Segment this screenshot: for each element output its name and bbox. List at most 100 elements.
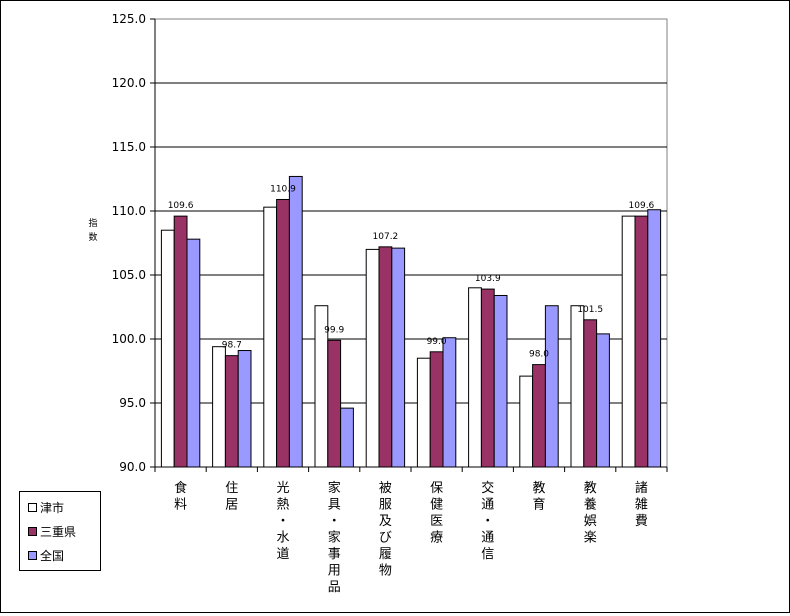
category-label: 具	[328, 498, 341, 513]
bar	[647, 209, 662, 468]
y-axis-label: 指数	[88, 217, 97, 243]
category-label: 通	[481, 498, 494, 513]
category-label: 道	[276, 547, 289, 562]
bar-series	[160, 175, 662, 468]
legend-item-tsu: 津市	[28, 499, 64, 515]
bar	[276, 198, 290, 468]
bar	[596, 333, 610, 468]
bar	[340, 407, 354, 468]
category-label: 教	[532, 480, 545, 496]
bar	[519, 375, 534, 468]
data-label: 101.5	[577, 305, 603, 315]
bar	[224, 355, 239, 468]
data-label: 98.0	[529, 350, 549, 360]
y-tick-label: 95.0	[119, 396, 146, 410]
bar	[493, 294, 508, 468]
bar	[186, 238, 201, 468]
bar	[212, 346, 226, 468]
y-tick-label: 105.0	[112, 268, 146, 282]
category-label: 療	[430, 531, 443, 546]
data-label: 99.9	[324, 325, 344, 335]
data-label: 107.2	[373, 232, 399, 242]
legend-swatch-tsu	[28, 502, 37, 512]
bar	[416, 357, 431, 468]
y-tick-label: 120.0	[112, 76, 146, 90]
y-axis-label-char: 数	[88, 231, 97, 243]
legend-label-national: 全国	[40, 548, 65, 563]
category-label: び	[379, 531, 392, 546]
category-label: 娯	[584, 514, 597, 529]
category-label: 事	[328, 547, 341, 562]
category-label: 住	[225, 481, 238, 496]
data-label: 109.6	[629, 201, 655, 211]
bar	[237, 350, 252, 468]
category-label: 物	[379, 564, 392, 579]
category-label: 健	[430, 498, 443, 513]
y-axis-ticks: 90.0 95.0 100.0 105.0 110.0 115.0 120.0 125.0	[112, 12, 155, 474]
category-label: 居	[225, 498, 238, 513]
category-label: 費	[635, 514, 648, 529]
category-label: 水	[276, 531, 289, 546]
y-tick-label: 115.0	[112, 140, 146, 154]
bar	[583, 319, 598, 468]
data-label: 103.9	[475, 274, 501, 284]
legend-label-tsu: 津市	[40, 500, 65, 515]
category-label: 育	[532, 497, 545, 513]
category-label: 楽	[584, 530, 597, 546]
data-label: 99.0	[427, 337, 447, 347]
y-tick-label: 125.0	[112, 12, 146, 26]
y-tick-label: 90.0	[119, 460, 146, 474]
category-label: 品	[328, 580, 341, 595]
category-label: 熱	[276, 498, 289, 513]
category-label: 履	[379, 547, 392, 562]
bar	[570, 305, 585, 468]
legend: 津市 三重県 全国	[19, 491, 101, 571]
y-tick-label: 110.0	[112, 204, 146, 218]
bar	[288, 175, 303, 468]
category-label: 諸	[635, 480, 648, 496]
category-label: 家	[328, 530, 341, 546]
bar	[442, 337, 457, 468]
category-label: 雑	[635, 497, 648, 513]
bar	[365, 248, 380, 468]
bar	[468, 287, 482, 468]
legend-swatch-mie	[28, 526, 37, 536]
y-tick-label: 100.0	[112, 332, 146, 346]
category-label: 光	[276, 481, 289, 496]
bar	[391, 247, 406, 468]
category-label: 医	[430, 514, 443, 529]
category-label: 家	[328, 480, 341, 496]
category-label: 用	[328, 564, 341, 579]
data-label: 98.7	[222, 341, 242, 351]
category-label: ・	[328, 514, 341, 529]
bar	[173, 215, 188, 468]
category-label: 養	[584, 497, 597, 513]
data-labels: 109.6 98.7 110.9 99.9 107.2 99.0 103.9 98.0 101.…	[168, 184, 655, 359]
legend-item-national: 全国	[28, 547, 64, 563]
category-label: ・	[481, 514, 494, 529]
bar	[378, 246, 393, 468]
data-label: 109.6	[168, 201, 194, 211]
bar	[634, 215, 649, 468]
bar	[544, 305, 559, 468]
category-label: 服	[379, 498, 392, 513]
category-label: 及	[379, 514, 392, 529]
category-label: 保	[430, 481, 443, 496]
category-label: 食	[174, 480, 187, 496]
category-label: 料	[174, 498, 187, 513]
legend-swatch-national	[28, 550, 37, 560]
legend-item-mie: 三重県	[28, 523, 76, 539]
category-label: 被	[379, 481, 392, 496]
bar	[327, 339, 342, 468]
bar	[621, 215, 636, 468]
data-label: 110.9	[270, 184, 296, 194]
category-label: 交	[481, 480, 494, 496]
bar	[160, 229, 175, 468]
bar	[480, 288, 495, 468]
category-label: 信	[481, 547, 494, 562]
y-axis-label-char: 指	[88, 217, 97, 229]
category-label: 通	[481, 531, 494, 546]
